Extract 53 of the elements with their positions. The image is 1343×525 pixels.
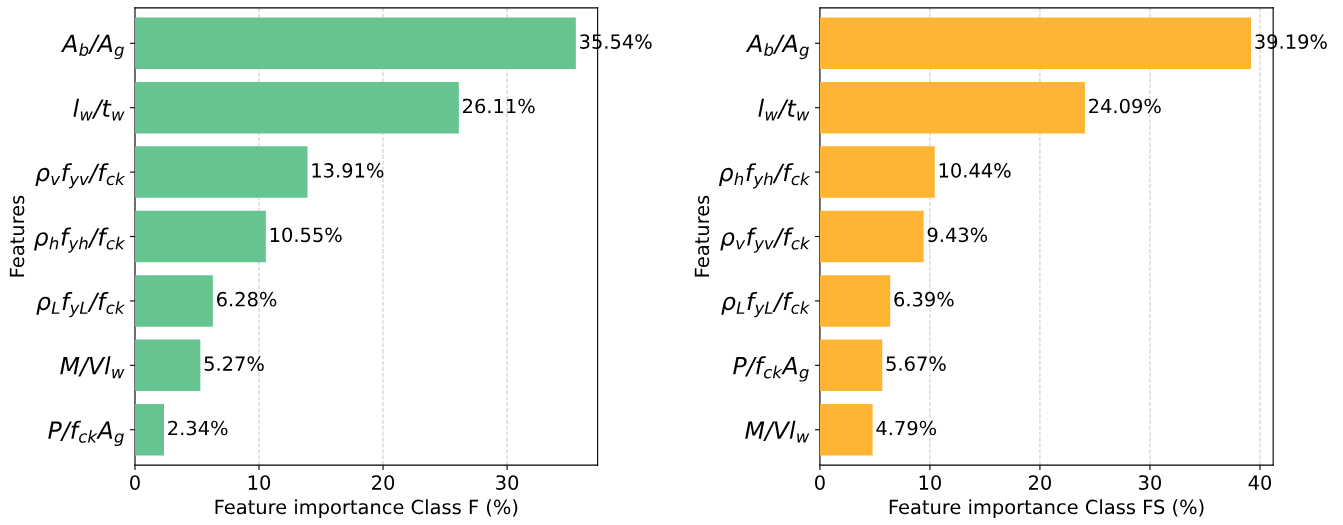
y-tick-label: ρ$_{L}$f$_{yL}$/f$_{ck}$	[721, 291, 810, 318]
data-label: 6.39%	[894, 291, 954, 307]
x-tick-label: 20	[372, 475, 395, 490]
y-axis-title: Features	[9, 195, 25, 277]
y-tick-label: P/f$_{ck}$A$_{g}$	[733, 356, 809, 382]
data-label: 4.79%	[876, 420, 937, 436]
x-tick-label: 30	[496, 475, 519, 490]
y-tick-label: ρ$_{h}$f$_{yh}$/f$_{ck}$	[718, 163, 811, 189]
bar	[819, 17, 1252, 70]
bar	[134, 339, 201, 392]
bar	[134, 210, 266, 263]
x-tick-label: 0	[130, 475, 140, 490]
y-tick-label: l$_{w}$/t$_{w}$	[758, 98, 810, 121]
bar	[134, 403, 164, 456]
bar	[819, 81, 1085, 134]
data-label: 10.44%	[939, 163, 1011, 178]
data-label: 6.28%	[217, 291, 277, 307]
x-tick-label: 30	[1139, 475, 1162, 490]
x-tick-label: 10	[919, 475, 941, 490]
bar	[819, 146, 935, 198]
y-tick-label: A$_{b}$/A$_{g}$	[60, 34, 124, 60]
y-tick-label: M/Vl$_{w}$	[745, 420, 810, 443]
x-tick-label: 40	[1248, 475, 1272, 490]
y-tick-label: ρ$_{h}$f$_{yh}$/f$_{ck}$	[34, 227, 126, 253]
y-tick-label: M/Vl$_{w}$	[60, 356, 125, 379]
data-label: 26.11%	[463, 98, 535, 114]
y-tick-label: ρ$_{L}$f$_{yL}$/f$_{ck}$	[36, 291, 125, 318]
bar	[134, 275, 213, 327]
x-tick-label: 10	[248, 475, 271, 490]
bar	[134, 17, 576, 70]
data-label: 9.43%	[927, 227, 988, 243]
x-tick-label: 20	[1028, 475, 1052, 490]
bar	[134, 81, 459, 134]
x-tick-label: 0	[815, 475, 825, 490]
x-axis-title: Feature importance Class FS (%)	[889, 499, 1204, 519]
bar	[819, 339, 883, 392]
y-axis-title: Features	[694, 195, 710, 277]
data-label: 5.27%	[204, 356, 264, 371]
x-axis-title: Feature importance Class F (%)	[215, 499, 518, 519]
data-label: 10.55%	[270, 227, 342, 243]
y-tick-label: A$_{b}$/A$_{g}$	[745, 34, 809, 60]
y-tick-label: ρ$_{v}$f$_{yv}$/f$_{ck}$	[720, 227, 811, 253]
y-tick-label: l$_{w}$/t$_{w}$	[73, 98, 125, 121]
bar	[134, 146, 308, 198]
y-tick-label: P/f$_{ck}$A$_{g}$	[48, 420, 124, 447]
bar	[819, 275, 891, 327]
bar	[819, 403, 873, 456]
data-label: 13.91%	[312, 163, 384, 178]
y-tick-label: ρ$_{v}$f$_{yv}$/f$_{ck}$	[35, 163, 126, 189]
data-label: 5.67%	[886, 356, 946, 371]
data-label: 24.09%	[1089, 98, 1161, 114]
bar	[819, 210, 924, 263]
data-label: 2.34%	[168, 420, 228, 436]
